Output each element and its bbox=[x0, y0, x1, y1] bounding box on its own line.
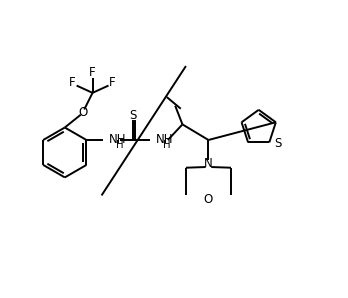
Text: N: N bbox=[204, 157, 213, 170]
Text: F: F bbox=[69, 76, 76, 89]
Text: S: S bbox=[274, 136, 282, 150]
Text: H: H bbox=[116, 140, 123, 150]
Text: NH: NH bbox=[109, 134, 126, 147]
Text: O: O bbox=[78, 106, 87, 119]
Text: NH: NH bbox=[156, 134, 174, 147]
Text: O: O bbox=[204, 193, 213, 206]
Text: H: H bbox=[163, 140, 171, 150]
Text: F: F bbox=[89, 66, 96, 79]
Text: F: F bbox=[109, 76, 116, 89]
Text: S: S bbox=[129, 108, 136, 122]
